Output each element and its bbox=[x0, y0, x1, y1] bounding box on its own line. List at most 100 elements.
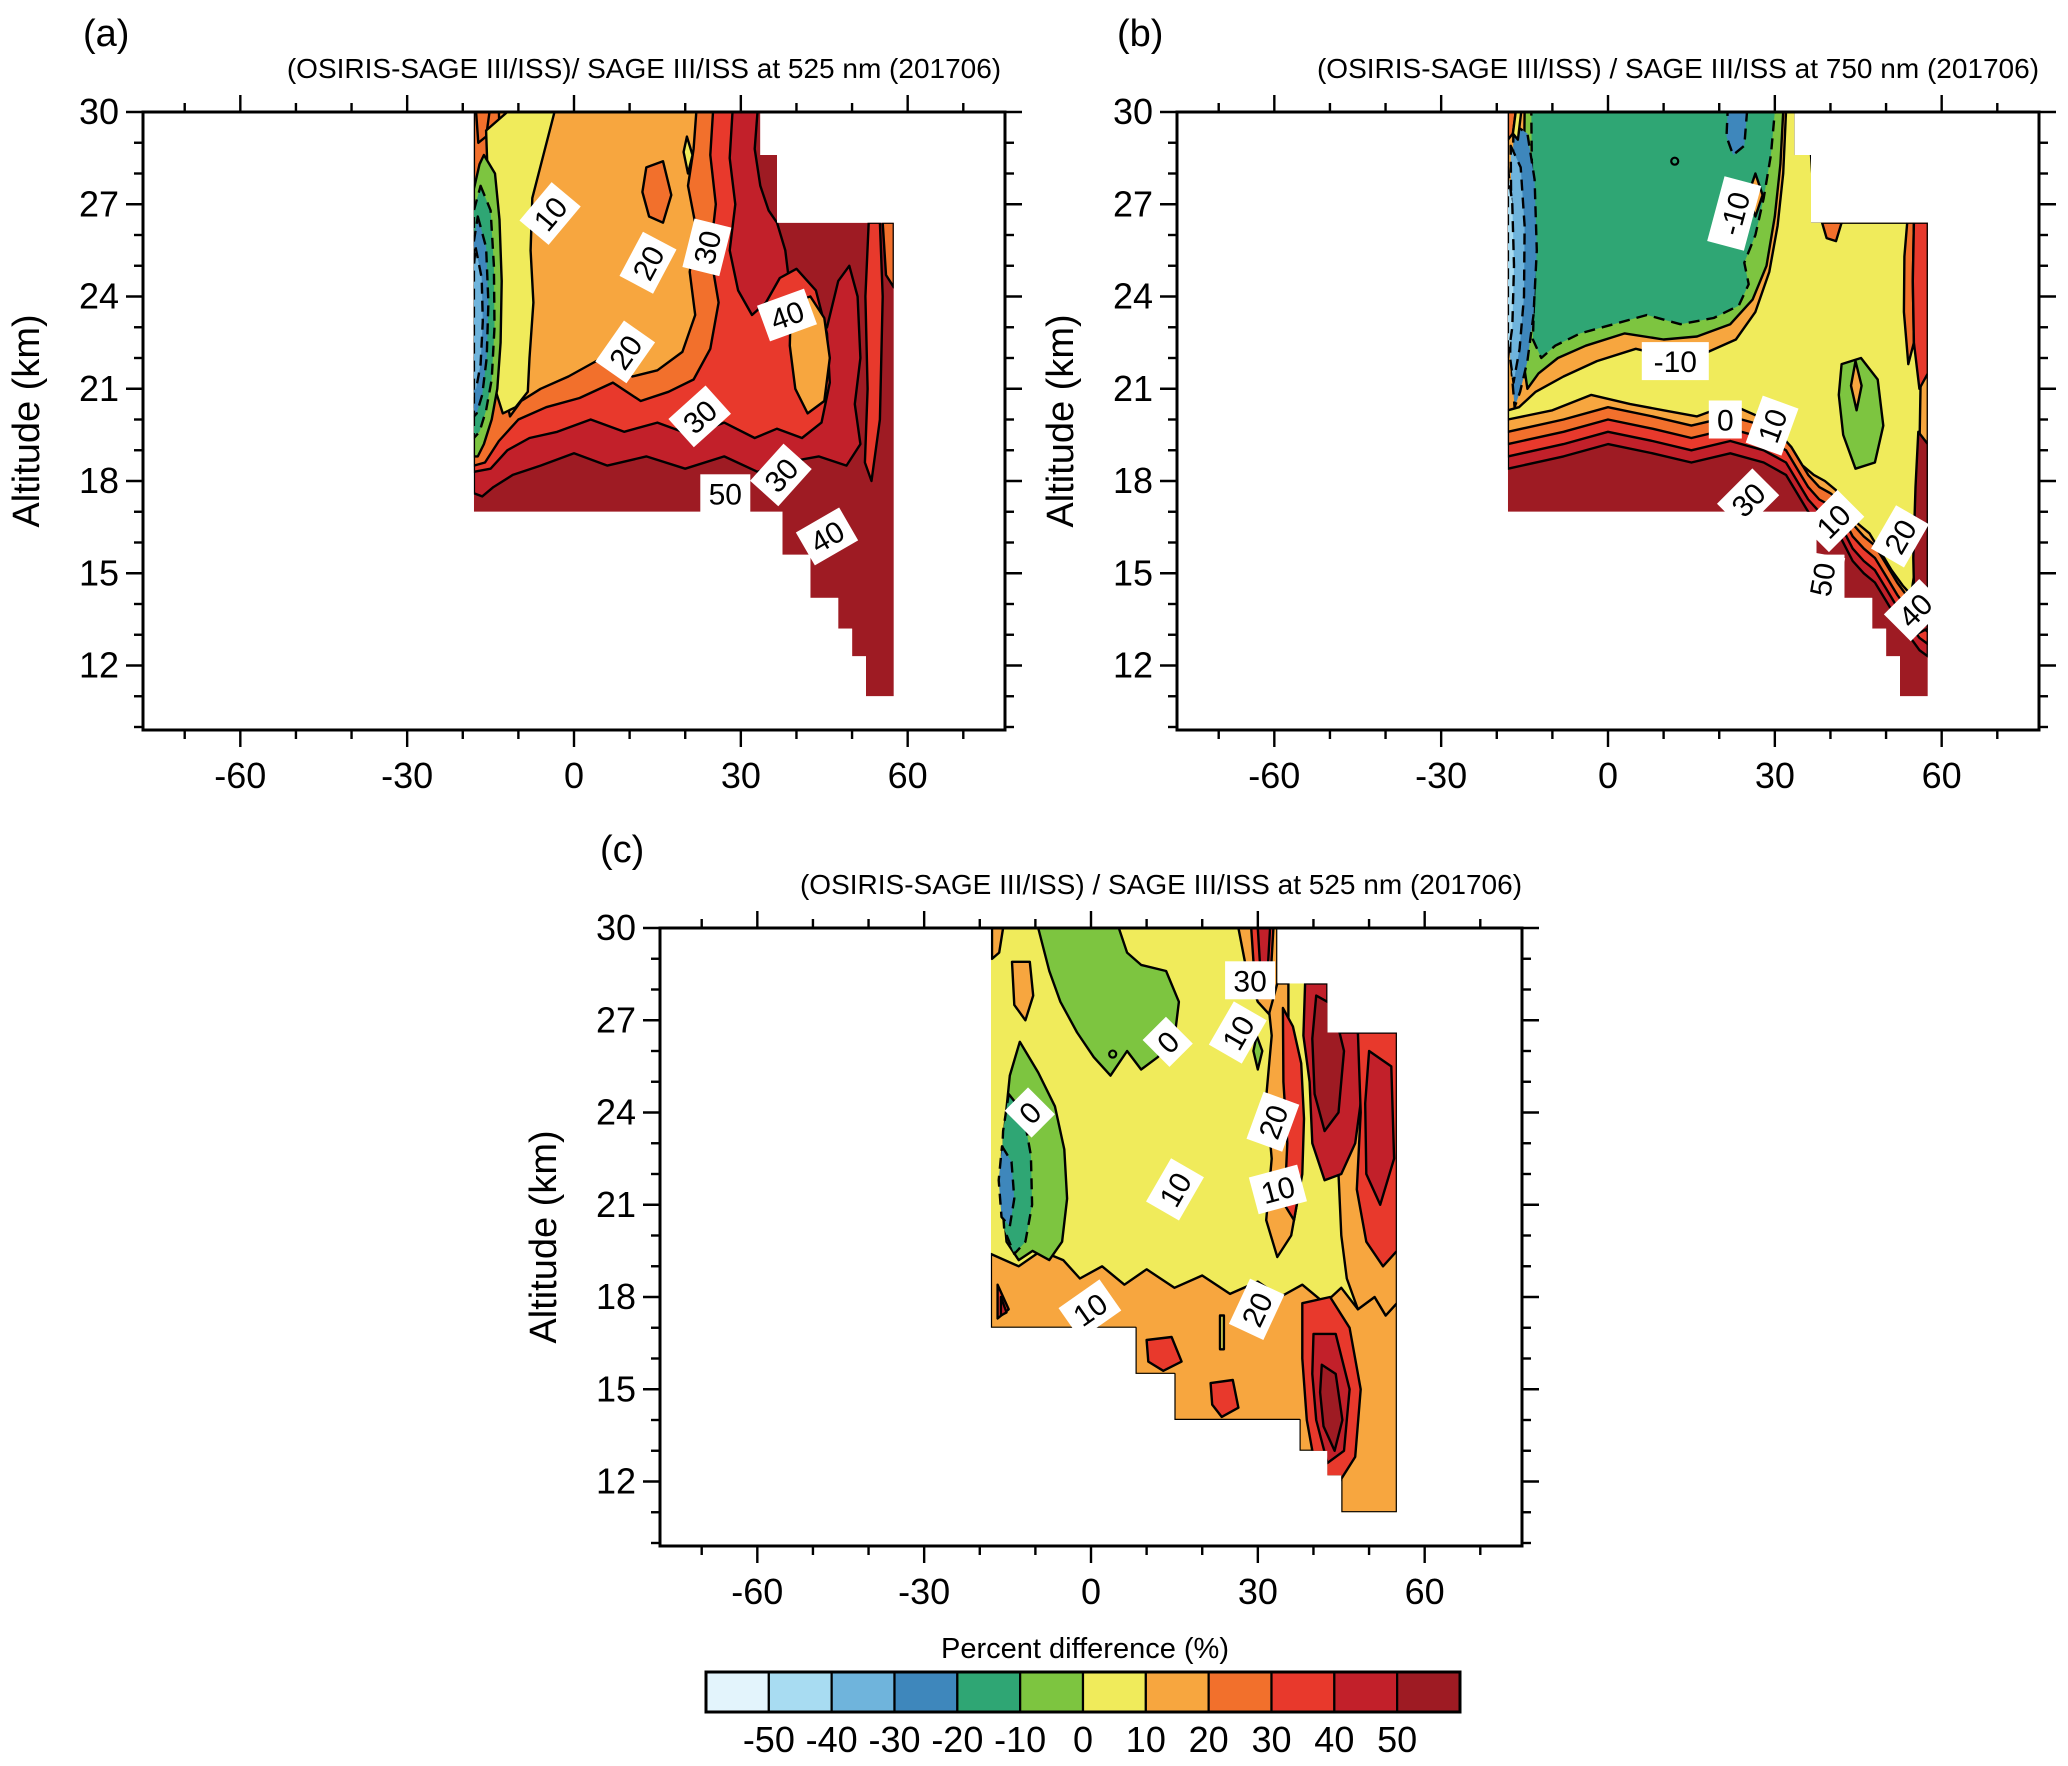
contour-label-chip bbox=[682, 218, 732, 277]
colorbar-tick-label: 10 bbox=[1126, 1719, 1166, 1760]
contour-band bbox=[1820, 221, 1843, 243]
contour-label-chip bbox=[1707, 176, 1762, 251]
panel-letter: (b) bbox=[1117, 13, 1163, 55]
x-tick-label: -60 bbox=[1248, 755, 1300, 796]
contour-band bbox=[1010, 960, 1035, 1022]
y-tick-label: 27 bbox=[1113, 183, 1153, 224]
contour-band bbox=[881, 221, 894, 289]
panel-b: -60 -30 0 30 60 30 27 24 21 18 15 12 Altitude (km) (O… bbox=[1040, 13, 2056, 796]
panel-title: (OSIRIS-SAGE III/ISS)/ SAGE III/ISS at 5… bbox=[287, 53, 1001, 84]
colorbar-cell bbox=[1144, 1670, 1210, 1714]
contour-band bbox=[1511, 112, 1523, 141]
contour-label: 30 bbox=[1225, 961, 1276, 1000]
contour-label-value: 50 bbox=[709, 478, 742, 511]
panel-c: -60 -30 0 30 60 30 27 24 21 18 15 12 Altitude (km) (O… bbox=[523, 829, 1539, 1612]
colorbar-title: Percent difference (%) bbox=[941, 1633, 1229, 1665]
colorbar-cell bbox=[1207, 1670, 1273, 1714]
y-tick-label: 15 bbox=[79, 552, 119, 593]
contour-label-chip bbox=[1799, 551, 1846, 608]
contour-label-chip bbox=[795, 507, 859, 566]
y-tick-label: 12 bbox=[1113, 645, 1153, 686]
contour-label-chip bbox=[1248, 1164, 1307, 1215]
contour-band bbox=[1725, 112, 1749, 157]
contour-band bbox=[1318, 1363, 1344, 1453]
x-tick-label: 30 bbox=[721, 755, 761, 796]
contour-label-chip bbox=[1708, 400, 1742, 439]
contour-band bbox=[1837, 602, 1868, 627]
colorbar-cell bbox=[830, 1670, 896, 1714]
colorbar-tick-label: 20 bbox=[1189, 1719, 1229, 1760]
contour-band bbox=[682, 135, 694, 175]
y-tick-label: 18 bbox=[79, 460, 119, 501]
y-tick-label: 30 bbox=[79, 91, 119, 132]
contour-band bbox=[997, 1145, 1016, 1228]
contour-band bbox=[1808, 112, 1820, 148]
colorbar-cell bbox=[704, 1670, 770, 1714]
x-tick-label: 0 bbox=[1598, 755, 1618, 796]
colorbar-cell bbox=[1396, 1670, 1462, 1714]
contour-label: 40 bbox=[795, 507, 859, 566]
colorbar-tick-label: 50 bbox=[1377, 1719, 1417, 1760]
y-tick-label: 12 bbox=[79, 645, 119, 686]
contour-label-chip bbox=[1058, 1279, 1122, 1340]
contour-band bbox=[1036, 928, 1181, 1077]
x-tick-label: 0 bbox=[1081, 1571, 1101, 1612]
contour-band bbox=[863, 221, 884, 483]
contour-label-chip bbox=[1802, 489, 1865, 553]
x-tick-label: -30 bbox=[381, 755, 433, 796]
y-tick-label: 21 bbox=[1113, 368, 1153, 409]
contour-band bbox=[1508, 144, 1526, 384]
contour-label: 30 bbox=[682, 218, 732, 277]
contour-label: 30 bbox=[750, 443, 812, 507]
y-tick-label: 21 bbox=[79, 368, 119, 409]
contour-label: 20 bbox=[1246, 1091, 1300, 1152]
contour-label: -10 bbox=[1641, 342, 1709, 381]
contour-band bbox=[1252, 1034, 1264, 1071]
contour-label-chip bbox=[1871, 505, 1929, 568]
contour-label-value: 50 bbox=[1804, 560, 1842, 599]
contour-label-chip bbox=[1641, 342, 1709, 381]
y-tick-label: 27 bbox=[79, 183, 119, 224]
contour-label-value: 0 bbox=[1717, 405, 1734, 438]
y-tick-label: 30 bbox=[596, 907, 636, 948]
x-tick-label: 30 bbox=[1755, 755, 1795, 796]
y-tick-label: 18 bbox=[1113, 460, 1153, 501]
contour-dot bbox=[1108, 1049, 1118, 1059]
contour-label-value: 30 bbox=[1233, 965, 1266, 998]
contour-label: 0 bbox=[1708, 400, 1742, 439]
contour-label-value: 30 bbox=[688, 227, 728, 267]
panel-title: (OSIRIS-SAGE III/ISS) / SAGE III/ISS at … bbox=[1317, 53, 2039, 84]
contour-band bbox=[641, 159, 673, 224]
contour-field-a bbox=[473, 112, 894, 697]
contour-label-chip bbox=[595, 320, 656, 384]
x-tick-label: -60 bbox=[214, 755, 266, 796]
y-axis-title: Altitude (km) bbox=[523, 1130, 565, 1343]
contour-field-c bbox=[990, 928, 1397, 1513]
contour-band bbox=[1849, 359, 1863, 412]
contour-label-chip bbox=[1225, 961, 1276, 1000]
contour-dot bbox=[1670, 156, 1680, 166]
contour-label-chip bbox=[750, 443, 812, 507]
x-tick-label: -60 bbox=[731, 1571, 783, 1612]
y-tick-label: 30 bbox=[1113, 91, 1153, 132]
colorbar-cell bbox=[1081, 1670, 1147, 1714]
colorbar-tick-label: 40 bbox=[1314, 1719, 1354, 1760]
colorbar-tick-label: 30 bbox=[1251, 1719, 1291, 1760]
x-tick-label: 60 bbox=[1922, 755, 1962, 796]
colorbar-cell bbox=[1333, 1670, 1399, 1714]
colorbar-cell bbox=[1019, 1670, 1085, 1714]
colorbar-tick-label: -30 bbox=[868, 1719, 920, 1760]
contour-band bbox=[473, 246, 484, 390]
contour-band bbox=[1218, 1314, 1226, 1351]
contour-label-chip bbox=[1745, 395, 1799, 456]
x-tick-label: -30 bbox=[898, 1571, 950, 1612]
contour-label-chip bbox=[1146, 1158, 1204, 1221]
y-tick-label: 12 bbox=[596, 1461, 636, 1502]
contour-label-chip bbox=[757, 288, 817, 342]
contour-label: 50 bbox=[1799, 551, 1846, 608]
x-tick-label: 0 bbox=[564, 755, 584, 796]
colorbar-frame bbox=[704, 1670, 1462, 1714]
contour-label-value: -10 bbox=[1654, 346, 1697, 379]
